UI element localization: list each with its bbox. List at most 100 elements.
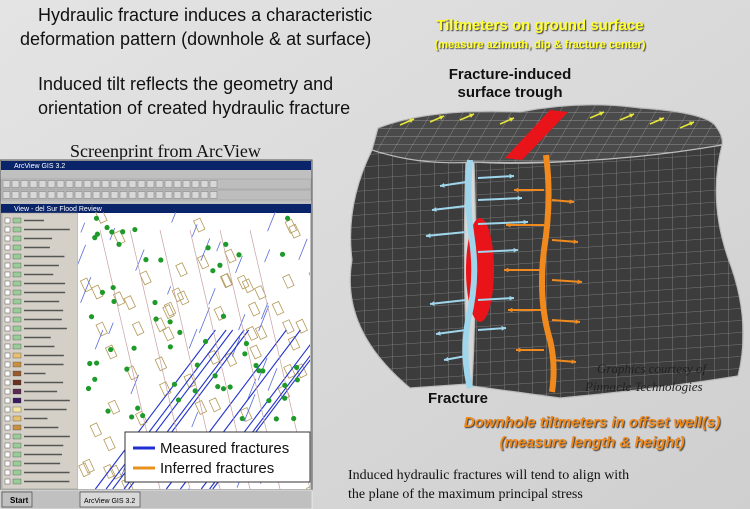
well-point <box>282 395 288 401</box>
toc-swatch <box>12 343 22 350</box>
toc-checkbox <box>4 352 11 359</box>
footer-line: the plane of the maximum principal stres… <box>348 487 583 502</box>
tool-button <box>2 180 11 188</box>
map-polygon <box>247 301 261 317</box>
tool-button <box>200 180 209 188</box>
toc-checkbox <box>4 397 11 404</box>
top-face <box>371 104 723 164</box>
toc-checkbox <box>4 406 11 413</box>
tilt-arrow <box>477 175 515 179</box>
map-fracture <box>191 411 199 428</box>
tilt-arrowhead <box>506 222 511 228</box>
map-fracture <box>94 329 216 490</box>
taskbar-item[interactable] <box>79 491 141 508</box>
map-polygon <box>163 301 177 317</box>
map-fracture <box>258 305 270 332</box>
toc-swatch <box>12 442 22 449</box>
well-point <box>140 412 146 419</box>
map-polygon <box>162 304 175 320</box>
map-polygon <box>254 285 267 300</box>
well-point <box>120 229 126 235</box>
toc-swatch <box>12 244 22 251</box>
trough-label: surface trough <box>457 84 562 101</box>
map-fracture <box>108 322 114 335</box>
map-fracture <box>130 374 139 395</box>
tool-button <box>101 191 110 199</box>
start-button[interactable] <box>1 491 33 508</box>
start-label[interactable]: Start <box>10 496 29 505</box>
map-polygon <box>283 363 296 379</box>
heading-line: Hydraulic fracture induces a characteris… <box>38 5 372 25</box>
tool-button <box>11 180 20 188</box>
tool-button <box>38 191 47 199</box>
tool-button <box>20 191 29 199</box>
map-polygon <box>123 295 137 311</box>
toc-checkbox <box>4 415 11 422</box>
tool-button <box>119 191 128 199</box>
toc-swatch <box>12 370 22 377</box>
toc-checkbox <box>4 379 11 386</box>
tilt-arrowhead <box>509 173 514 179</box>
toc-swatch <box>12 424 22 431</box>
toc-swatch <box>12 352 22 359</box>
map-polygon <box>104 344 118 360</box>
well-point <box>109 229 115 235</box>
well-point <box>87 360 93 367</box>
tilt-arrow <box>429 299 467 305</box>
tilt-arrowhead <box>689 121 694 126</box>
tilt-arrow <box>477 249 519 253</box>
map-fracture <box>208 288 216 305</box>
map-fracture <box>243 394 256 422</box>
well-point <box>143 257 149 263</box>
toc-swatch <box>12 478 22 485</box>
title-bar <box>1 161 311 170</box>
arcview-screenshot: ArcView GIS 3.2 View - del Sur Flood Rev… <box>0 159 313 509</box>
screenshot-caption: Screenprint from ArcView <box>70 141 261 161</box>
well-point <box>236 252 242 258</box>
tool-button <box>74 191 83 199</box>
credit-line: Graphics courtesy of <box>597 361 708 376</box>
tool-button <box>164 180 173 188</box>
tool-button <box>137 180 146 188</box>
tilt-arrowhead <box>430 301 435 306</box>
heading-line: deformation pattern (downhole & at surfa… <box>20 29 371 49</box>
map-polygon <box>113 230 126 246</box>
map-polygon <box>224 352 238 367</box>
tilt-arrowhead <box>509 117 514 122</box>
toc-checkbox <box>4 253 11 260</box>
well-point <box>152 299 158 306</box>
taskbar-item-label[interactable]: ArcView GIS 3.2 <box>84 498 135 505</box>
well-point <box>167 319 173 325</box>
map-polygon <box>241 278 255 294</box>
well-point <box>210 268 216 274</box>
tilt-arrow <box>551 279 583 283</box>
subheading-line: Induced tilt reflects the geometry and <box>38 74 333 94</box>
view-title: View - del Sur Flood Review <box>14 206 103 213</box>
toc-checkbox <box>4 370 11 377</box>
toc-checkbox <box>4 334 11 341</box>
toc-swatch <box>12 415 22 422</box>
taskbar <box>0 489 313 509</box>
map-polygon <box>208 397 222 413</box>
well-point <box>124 366 130 372</box>
tool-button <box>128 191 137 199</box>
tool-button <box>2 191 11 199</box>
tool-button <box>74 180 83 188</box>
toc-checkbox <box>4 388 11 395</box>
map-polygon <box>213 305 227 321</box>
tool-button <box>20 180 29 188</box>
well-point <box>105 408 111 414</box>
top-label: Tiltmeters on ground surface <box>436 17 643 34</box>
top-label-sub: (measure azimuth, dip & fracture center) <box>435 39 646 51</box>
map-polygon <box>240 407 253 422</box>
tilt-arrowhead <box>599 111 604 116</box>
well-point <box>227 384 233 390</box>
map-polygon <box>282 273 295 289</box>
map-fracture <box>198 307 210 334</box>
tool-button <box>110 180 119 188</box>
well-point <box>217 262 223 268</box>
map-polygon <box>154 356 168 372</box>
downhole-label: Downhole tiltmeters in offset well(s) <box>464 414 720 431</box>
map-polygon <box>245 326 259 341</box>
diagram-labels: Tiltmeters on ground surface (measure az… <box>428 17 720 451</box>
